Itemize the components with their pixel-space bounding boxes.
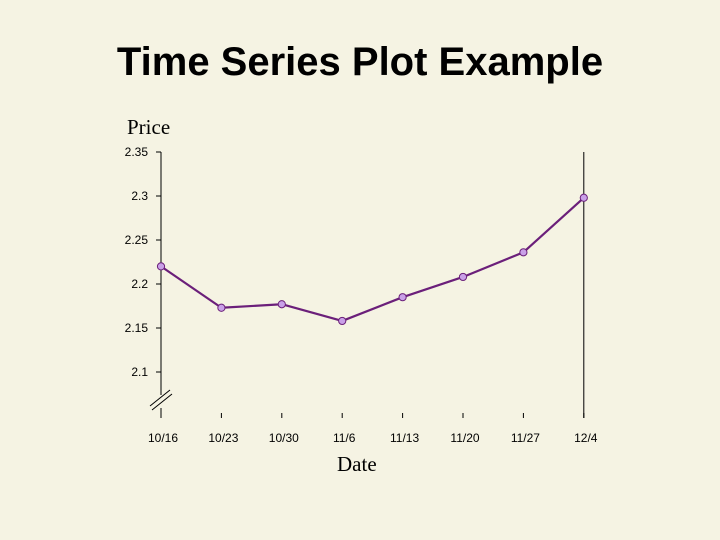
- data-point: [398, 293, 407, 302]
- y-tick-label: 2.3: [131, 189, 148, 203]
- y-tick-label: 2.25: [125, 233, 149, 247]
- x-tick-label: 11/6: [333, 431, 356, 445]
- y-axis-label: Price: [127, 115, 171, 139]
- y-tick-label: 2.15: [125, 321, 149, 335]
- chart-axes: 2.35 2.3 2.25 2.2 2.15 2.1 10/16 10/23 10/30 11/6…: [125, 145, 598, 445]
- x-tick-label: 11/20: [450, 431, 479, 445]
- x-axis-label: Date: [337, 452, 377, 476]
- y-tick-label: 2.1: [131, 365, 148, 379]
- x-tick-label: 11/13: [390, 431, 419, 445]
- x-tick-label: 10/23: [208, 431, 238, 445]
- series-line: [160, 196, 585, 323]
- data-point: [458, 272, 468, 282]
- data-point: [217, 303, 226, 312]
- data-point: [277, 300, 286, 309]
- data-point: [156, 262, 166, 271]
- data-point: [519, 248, 528, 257]
- x-tick-label: 12/4: [574, 431, 598, 445]
- axis-break-mark: [151, 393, 173, 411]
- y-tick-label: 2.35: [125, 145, 149, 159]
- axis-break-mark: [149, 389, 171, 407]
- x-tick-label: 11/27: [511, 431, 540, 445]
- chart-marks: [156, 193, 588, 326]
- data-point: [338, 316, 347, 326]
- x-tick-label: 10/16: [148, 431, 178, 445]
- data-point: [579, 193, 588, 202]
- y-tick-label: 2.2: [131, 277, 148, 291]
- x-tick-label: 10/30: [269, 431, 299, 445]
- slide-title: Time Series Plot Example: [116, 40, 604, 84]
